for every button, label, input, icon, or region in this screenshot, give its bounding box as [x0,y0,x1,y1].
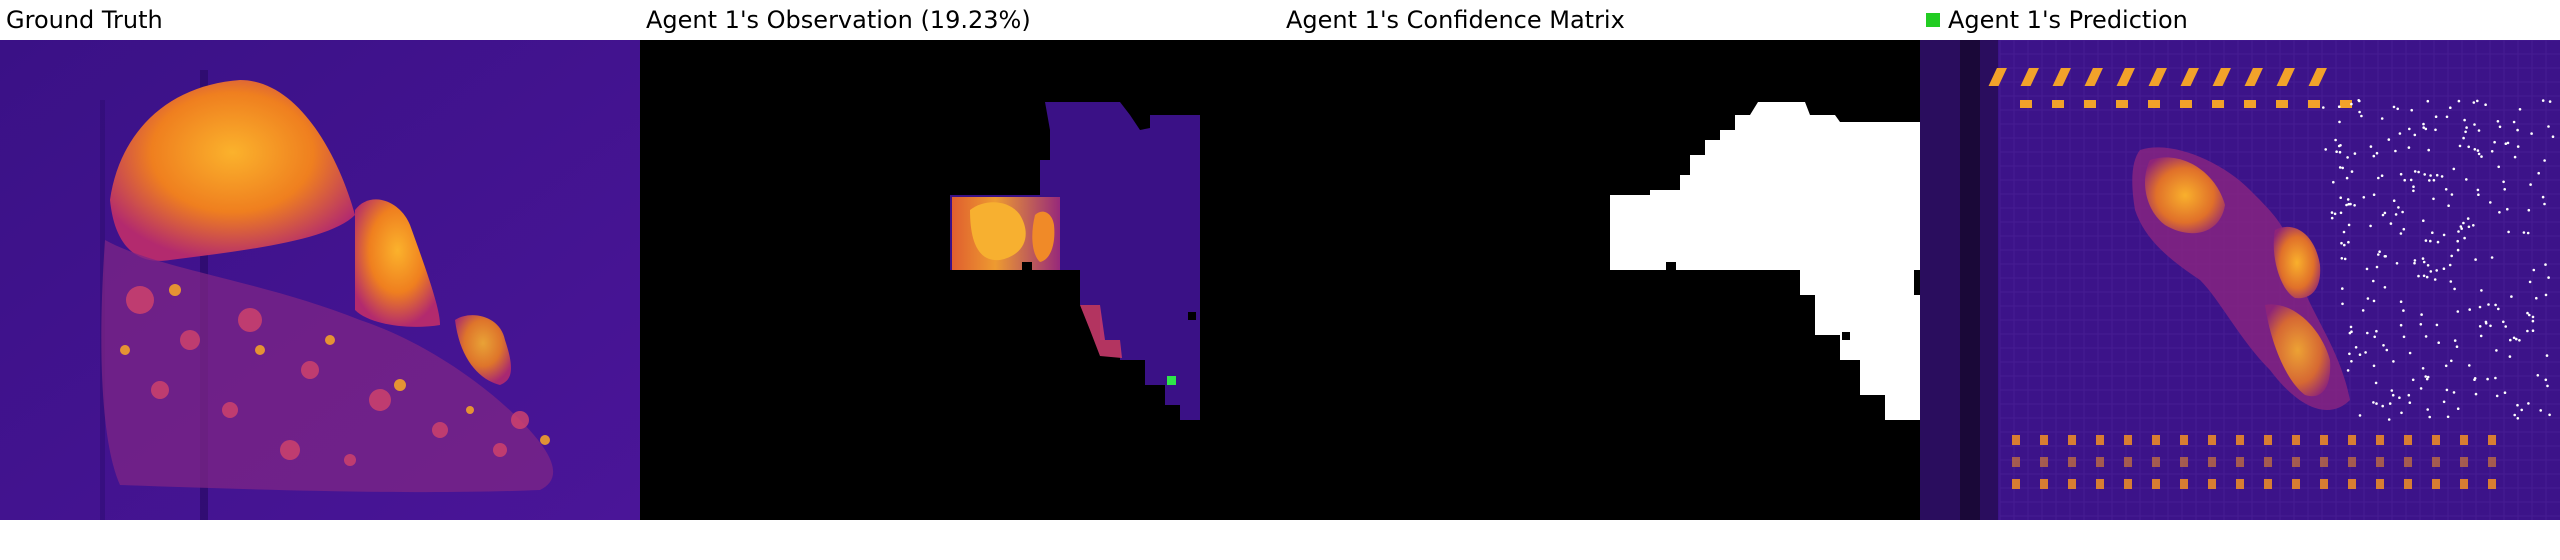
observation-heatmap [640,40,1280,520]
panel-prediction: Agent 1's Prediction [1920,0,2560,520]
panel-title: Ground Truth [6,6,163,34]
prediction-image [1920,40,2560,520]
panel-title-text: Agent 1's Prediction [1948,6,2188,34]
panel-confidence-matrix: Agent 1's Confidence Matrix [1280,0,1920,520]
confidence-mask [1280,40,1920,520]
confidence-matrix [1280,40,1920,520]
panel-title: Agent 1's Prediction [1926,2,2188,38]
panel-title: Agent 1's Observation (19.23%) [646,6,1031,34]
panel-ground-truth: Ground Truth [0,0,640,520]
ground-truth-heatmap [0,40,640,520]
panel-title: Agent 1's Confidence Matrix [1286,6,1625,34]
legend-swatch [1926,13,1940,27]
panel-observation: Agent 1's Observation (19.23%) [640,0,1280,520]
agent-marker [1167,376,1176,385]
observation-image [640,40,1280,520]
ground-truth-image [0,40,640,520]
prediction-heatmap [1920,40,2560,520]
